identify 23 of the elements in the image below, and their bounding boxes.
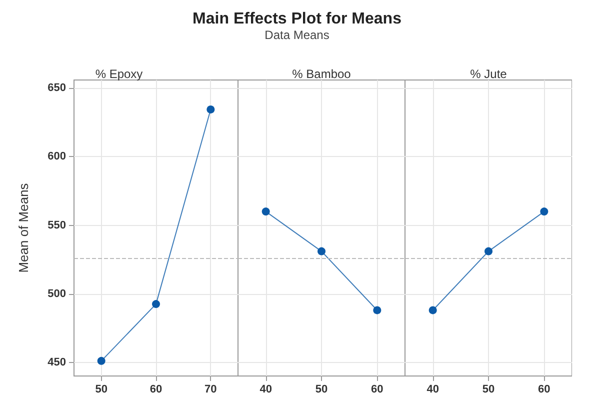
chart-title: % Epoxy — [95, 67, 143, 81]
y-tick-label: 600 — [48, 150, 66, 163]
x-tick-label: 60 — [538, 384, 550, 396]
point — [152, 300, 160, 308]
y-tick-label: 500 — [48, 288, 66, 300]
point — [97, 356, 106, 365]
chart-title: % Bamboo — [292, 67, 352, 81]
y-tick-label: 650 — [48, 82, 66, 94]
point — [206, 105, 215, 114]
y-axis-title: Mean of Means — [16, 182, 31, 273]
y-tick-label: 450 — [48, 356, 66, 368]
text: Main Effects Plot for Means — [192, 10, 402, 28]
chart-title: % Jute — [470, 67, 508, 81]
x-tick-label: 50 — [315, 384, 328, 396]
x-tick-label: 60 — [150, 384, 162, 396]
x-tick-label: 70 — [204, 384, 217, 396]
x-tick-label: 50 — [482, 384, 495, 396]
x-tick-label: 60 — [371, 384, 384, 396]
y-tick-label: 550 — [48, 219, 66, 232]
text: Data Means — [264, 28, 330, 42]
x-tick-label: 40 — [260, 384, 272, 396]
x-tick-label: 40 — [426, 384, 439, 396]
x-tick-label: 50 — [95, 384, 108, 396]
